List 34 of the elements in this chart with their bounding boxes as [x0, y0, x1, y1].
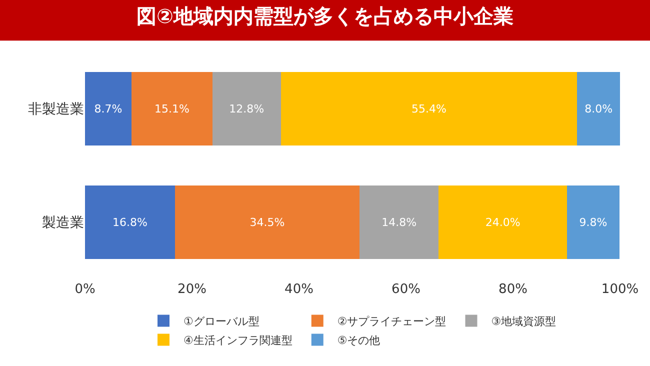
bar [577, 72, 620, 146]
chart-title: 図②地域内内需型が多くを占める中小企業 [136, 4, 514, 28]
x-tick-label: 0% [74, 282, 96, 297]
legend-label: ①グローバル型 [184, 315, 260, 328]
x-tick-label: 100% [601, 282, 639, 297]
data-label: 34.5% [250, 216, 285, 229]
y-tick-label: 非製造業 [28, 102, 84, 118]
legend-label: ②サプライチェーン型 [337, 315, 446, 328]
legend-label: ③地域資源型 [491, 315, 556, 328]
x-tick-label: 60% [392, 282, 420, 297]
bar [85, 72, 132, 146]
data-label: 8.0% [584, 102, 613, 116]
data-label: 16.8% [112, 216, 148, 229]
bar [132, 72, 212, 146]
data-label: 9.8% [579, 216, 608, 229]
data-label: 8.7% [94, 102, 122, 116]
legend-label: ④生活インフラ関連型 [184, 334, 292, 348]
x-tick-label: 40% [284, 282, 314, 297]
bar [359, 185, 439, 260]
bar [438, 185, 568, 260]
data-label: 55.4% [412, 102, 446, 116]
bar [567, 185, 620, 260]
bar [174, 185, 360, 260]
x-tick-label: 20% [178, 282, 206, 297]
bar [280, 72, 578, 146]
x-tick-label: 80% [498, 282, 528, 297]
data-label: 24.0% [485, 216, 520, 229]
data-label: 12.8% [229, 102, 264, 116]
data-label: 15.1% [154, 102, 190, 116]
bar [212, 72, 281, 146]
data-label: 14.8% [382, 216, 417, 229]
bar [85, 185, 175, 260]
legend-label: ⑤その他 [337, 334, 380, 348]
y-tick-label: 製造業 [42, 215, 84, 232]
